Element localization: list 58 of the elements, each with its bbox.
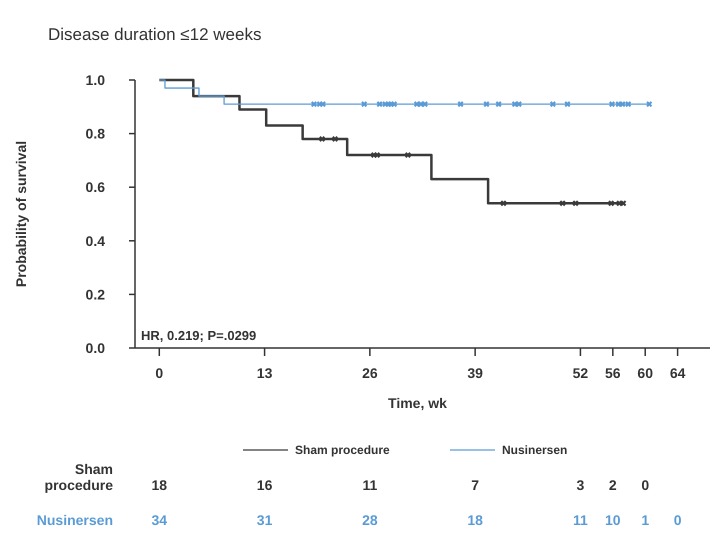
x-tick-label: 26	[362, 365, 378, 381]
legend-label: Nusinersen	[502, 443, 568, 457]
x-tick-label: 39	[467, 365, 484, 381]
annotation: HR, 0.219; P=.0299	[141, 328, 256, 343]
text: 18	[152, 477, 168, 493]
point	[376, 101, 383, 108]
x-tick-label: 64	[670, 365, 686, 381]
point	[500, 200, 506, 206]
text: 31	[256, 512, 273, 528]
x-tick-label: 60	[637, 365, 654, 381]
x-tick-label: 0	[155, 365, 164, 381]
point	[458, 101, 464, 108]
text: 18	[467, 512, 484, 528]
x-tick-label: 56	[605, 365, 621, 381]
point	[560, 200, 566, 206]
text: Sham procedure	[44, 461, 113, 493]
text: 28	[362, 512, 378, 528]
y-tick-label: 0.4	[86, 232, 106, 249]
chart-title: Disease duration ≤12 weeks	[48, 25, 262, 44]
text: 0	[674, 512, 682, 528]
x-tick-label: 52	[572, 365, 588, 381]
text: 1	[641, 512, 650, 528]
point	[404, 152, 411, 158]
text: 10	[605, 512, 621, 528]
point	[484, 101, 490, 108]
point	[564, 101, 570, 108]
y-tick-label: 0.2	[86, 286, 106, 302]
y-tick-label: 0.8	[86, 126, 106, 142]
text: 3	[576, 477, 585, 493]
text: Nusinersen	[36, 512, 113, 528]
point	[609, 101, 615, 108]
point	[572, 200, 579, 206]
point	[374, 152, 380, 158]
text: 11	[362, 477, 378, 493]
text: 11	[573, 512, 588, 528]
point	[311, 101, 317, 108]
text: 34	[152, 512, 168, 528]
point	[646, 101, 652, 108]
point	[319, 136, 326, 142]
point	[550, 101, 556, 108]
y-axis-title: Probability of survival	[13, 140, 29, 288]
point	[608, 200, 614, 206]
x-tick-label: 13	[256, 365, 273, 381]
y-tick-label: 1.0	[86, 72, 106, 88]
text: 16	[256, 477, 273, 493]
x-axis-title: Time, wk	[388, 395, 448, 411]
point	[361, 101, 368, 108]
point	[332, 136, 338, 142]
point	[496, 101, 502, 108]
y-tick-label: 0.0	[86, 340, 106, 356]
text: 0	[641, 477, 650, 493]
point	[320, 101, 326, 108]
y-tick-label: 0.6	[86, 179, 106, 196]
point	[391, 101, 398, 108]
point	[625, 101, 632, 108]
legend-label: Sham procedure	[295, 443, 390, 457]
text: 7	[471, 477, 480, 493]
text: 2	[608, 477, 617, 493]
